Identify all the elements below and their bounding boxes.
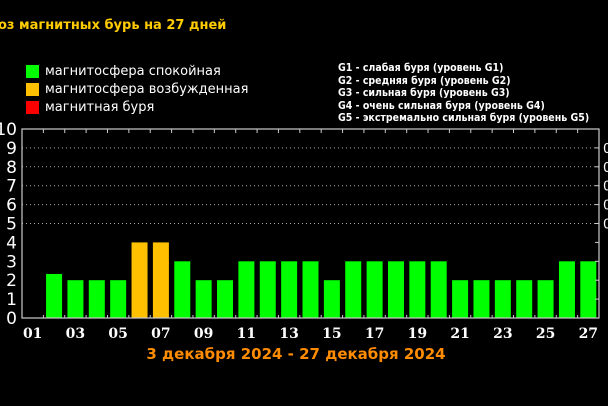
y-tick-label: 5 [6,215,17,235]
bar-day-16 [345,261,362,318]
right-tick-label: 0 [603,180,608,195]
y-tick-label: 2 [6,271,17,291]
right-tick-label: 0 [603,218,608,233]
x-tick-label: 19 [408,326,427,342]
x-tick-label: 05 [108,326,127,342]
x-tick-label: 27 [579,326,598,342]
bar-day-13 [281,261,298,318]
bar-day-14 [302,261,319,318]
y-tick-label: 1 [6,290,17,310]
bar-day-04 [88,280,105,318]
x-tick-label: 09 [194,326,213,342]
bar-day-15 [323,280,340,318]
legend-swatch [26,64,39,78]
g-level: G1 - слабая буря (уровень G1) [338,62,504,74]
bar-day-21 [452,280,469,318]
y-tick-label: 6 [6,196,17,216]
x-tick-label: 13 [279,326,298,342]
bar-day-24 [516,280,533,318]
legend: магнитосфера спокойная магнитосфера возб… [26,62,248,116]
bar-day-11 [238,261,255,318]
bar-day-06 [131,242,148,318]
bar-day-07 [152,242,169,318]
bar-day-02 [46,273,63,318]
y-tick-label: 8 [6,158,17,178]
x-tick-label: 03 [66,326,85,342]
x-tick-label: 23 [493,326,512,342]
y-tick-label: 3 [6,252,17,272]
legend-label: магнитосфера спокойная [45,63,221,79]
bar-day-12 [259,261,276,318]
bar-day-18 [387,261,404,318]
g-level: G4 - очень сильная буря (уровень G4) [338,99,545,112]
legend-swatch [26,82,39,96]
legend-swatch [26,100,39,114]
bar-day-19 [409,261,426,318]
date-range-label: 3 декабря 2024 - 27 декабря 2024 [146,345,445,363]
x-tick-label: 17 [365,326,384,342]
legend-label: магнитная буря [45,99,155,115]
bar-day-08 [174,261,191,318]
bar-day-03 [67,280,84,318]
bar-day-20 [430,261,447,318]
bar-day-09 [195,280,212,318]
y-tick-label: 4 [6,233,17,253]
g-level: G3 - сильная буря (уровень G3) [338,87,510,99]
x-tick-label: 11 [237,326,256,342]
g-level: G5 - экстремально сильная буря (уровень … [338,112,590,124]
bar-day-23 [494,280,511,318]
legend-item-quiet: магнитосфера спокойная [26,62,248,80]
chart-title: оз магнитных бурь на 27 дней [0,18,227,33]
y-tick-label: 9 [6,139,17,159]
x-tick-label: 15 [322,326,341,342]
y-tick-label: 0 [6,309,17,329]
x-tick-label: 01 [23,326,42,342]
legend-item-active: магнитосфера возбужденная [26,80,248,98]
bar-day-27 [580,261,597,318]
legend-label: магнитосфера возбужденная [45,81,249,97]
bar-day-22 [473,280,490,318]
legend-item-storm: магнитная буря [26,98,248,116]
bar-day-10 [217,280,234,318]
y-tick-label: 7 [6,177,17,197]
bar-day-26 [558,261,575,318]
bar-day-05 [110,280,127,318]
storm-levels-list: G1 - слабая буря (уровень G1) G2 - средн… [338,62,589,125]
right-tick-label: 0 [603,161,608,176]
g-level: G2 - средняя буря (уровень G2) [338,74,511,87]
x-tick-label: 07 [151,326,170,342]
x-tick-label: 25 [536,326,555,342]
bar-day-17 [366,261,383,318]
right-tick-label: 0 [603,199,608,214]
x-tick-label: 21 [450,326,469,342]
y-tick-label: 10 [0,120,17,140]
bar-day-25 [537,280,554,318]
right-tick-label: 0 [603,142,608,157]
